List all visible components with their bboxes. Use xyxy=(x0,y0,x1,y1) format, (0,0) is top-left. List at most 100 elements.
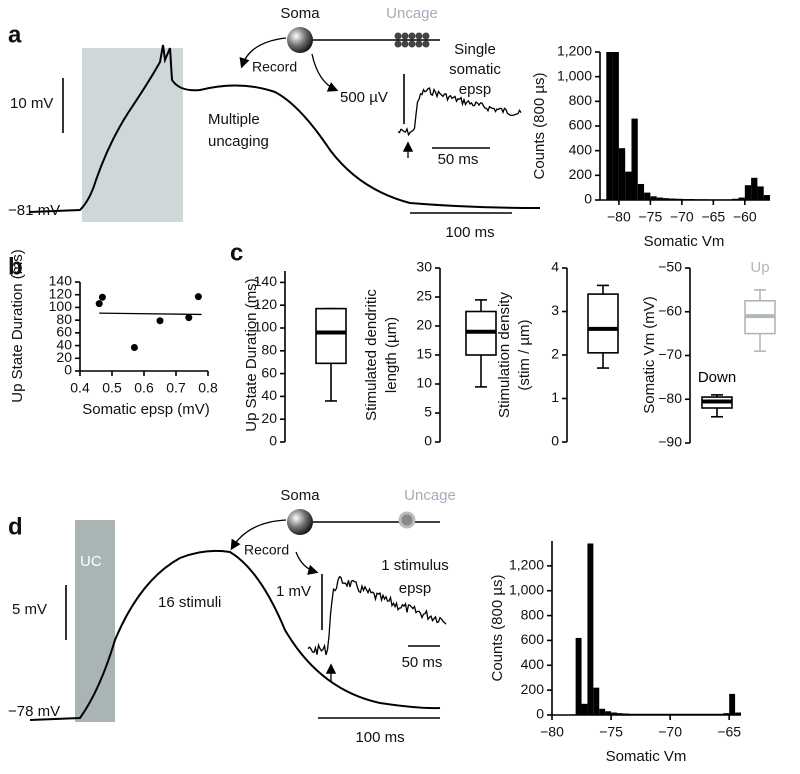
y-tick-label: 200 xyxy=(521,681,545,697)
point xyxy=(130,343,138,351)
bar xyxy=(688,199,695,200)
point xyxy=(185,314,193,322)
x-tick-label: 0.7 xyxy=(166,380,186,396)
x-axis-label: Somatic epsp (mV) xyxy=(82,401,210,418)
x-tick-label: −80 xyxy=(607,209,631,225)
uncage-label: Uncage xyxy=(386,5,438,22)
y-tick-label: 0 xyxy=(584,191,592,207)
inset-title: 1 stimulus xyxy=(381,557,449,574)
bar xyxy=(723,713,730,715)
bar xyxy=(652,713,659,715)
bar xyxy=(669,198,676,200)
y-tick-label: 1,200 xyxy=(509,557,544,573)
stimulus-shade xyxy=(82,48,183,222)
y-axis-label: Up State Duration (ms) xyxy=(243,278,260,431)
scale-label: 50 ms xyxy=(402,654,443,671)
y-tick-label: 600 xyxy=(569,117,593,133)
baseline-label: −78 mV xyxy=(8,703,60,720)
arrow xyxy=(239,37,287,69)
scale-label: 100 ms xyxy=(445,224,494,241)
bar xyxy=(705,713,712,715)
y-tick-label: 20 xyxy=(56,349,72,365)
y-tick-label: 120 xyxy=(254,296,278,312)
y-axis-label: Counts (800 µs) xyxy=(531,72,548,179)
y-axis-label: Counts (800 µs) xyxy=(489,574,506,681)
bar xyxy=(634,713,641,715)
bar xyxy=(735,712,741,715)
y-tick-label: 1,200 xyxy=(557,43,592,59)
scale-label: 50 ms xyxy=(438,151,479,168)
bar xyxy=(664,713,671,715)
bar xyxy=(605,711,612,715)
y-axis-label: Stimulated dendritic xyxy=(363,289,380,421)
bar xyxy=(676,713,682,715)
box xyxy=(315,307,347,365)
bar xyxy=(650,196,657,200)
panel-label: d xyxy=(8,513,23,540)
bar xyxy=(575,637,582,715)
y-axis-label: Somatic Vm (mV) xyxy=(641,296,658,414)
bar xyxy=(616,713,623,715)
bar xyxy=(738,197,745,200)
bar xyxy=(662,198,670,200)
bar xyxy=(700,199,708,200)
y-tick-label: 4 xyxy=(551,259,559,275)
bar xyxy=(622,713,629,715)
y-tick-label: 0 xyxy=(551,433,559,449)
y-tick-label: 800 xyxy=(521,606,545,622)
inset-title: epsp xyxy=(399,580,432,597)
uncage-sites xyxy=(394,32,430,48)
y-tick-label: 20 xyxy=(261,410,277,426)
point xyxy=(95,300,103,308)
inset-title: epsp xyxy=(459,81,492,98)
y-axis-label: length (µm) xyxy=(383,317,400,393)
y-tick-label: 1,000 xyxy=(557,67,592,83)
bar xyxy=(618,148,626,200)
y-tick-label: 0 xyxy=(269,433,277,449)
y-tick-label: 80 xyxy=(56,311,72,327)
bar xyxy=(763,195,770,200)
x-tick-label: −75 xyxy=(599,724,623,740)
bar xyxy=(681,199,689,200)
y-tick-label: 0 xyxy=(424,433,432,449)
box-name: Down xyxy=(698,369,736,386)
scale-label: 100 ms xyxy=(355,729,404,746)
x-axis-label: Somatic Vm xyxy=(644,233,725,250)
bar xyxy=(599,708,606,715)
y-tick-label: 100 xyxy=(254,319,278,335)
bar xyxy=(751,177,758,200)
voltage-trace xyxy=(29,549,441,721)
epsp-trace xyxy=(397,87,522,137)
point xyxy=(156,317,164,325)
bar xyxy=(611,712,617,715)
y-tick-label: 1 xyxy=(551,389,559,405)
soma-icon xyxy=(287,509,313,535)
bar xyxy=(644,192,651,200)
record-label: Record xyxy=(244,542,289,558)
y-tick-label: 5 xyxy=(424,404,432,420)
x-tick-label: −70 xyxy=(658,724,682,740)
bar xyxy=(693,713,700,715)
inset-title: somatic xyxy=(449,61,501,78)
epsp-trace xyxy=(307,575,447,656)
y-tick-label: −60 xyxy=(658,302,682,318)
y-axis-label: Up State Duration (ms) xyxy=(9,249,26,402)
uncage-label: Uncage xyxy=(404,487,456,504)
x-tick-label: −80 xyxy=(540,724,564,740)
bar xyxy=(725,199,733,200)
y-tick-label: 15 xyxy=(416,346,432,362)
y-tick-label: 1,000 xyxy=(509,581,544,597)
annotation: 16 stimuli xyxy=(158,594,221,611)
scale-label: 500 µV xyxy=(340,89,388,106)
bar xyxy=(631,118,638,200)
bar xyxy=(707,199,714,200)
y-tick-label: 80 xyxy=(261,342,277,358)
bar xyxy=(699,713,706,715)
x-tick-label: 0.8 xyxy=(198,380,218,396)
y-tick-label: 140 xyxy=(49,273,73,289)
bar xyxy=(612,52,619,200)
scale-label: 1 mV xyxy=(276,583,311,600)
bar xyxy=(719,199,726,200)
soma-label: Soma xyxy=(280,487,320,504)
fit-line xyxy=(99,312,202,316)
